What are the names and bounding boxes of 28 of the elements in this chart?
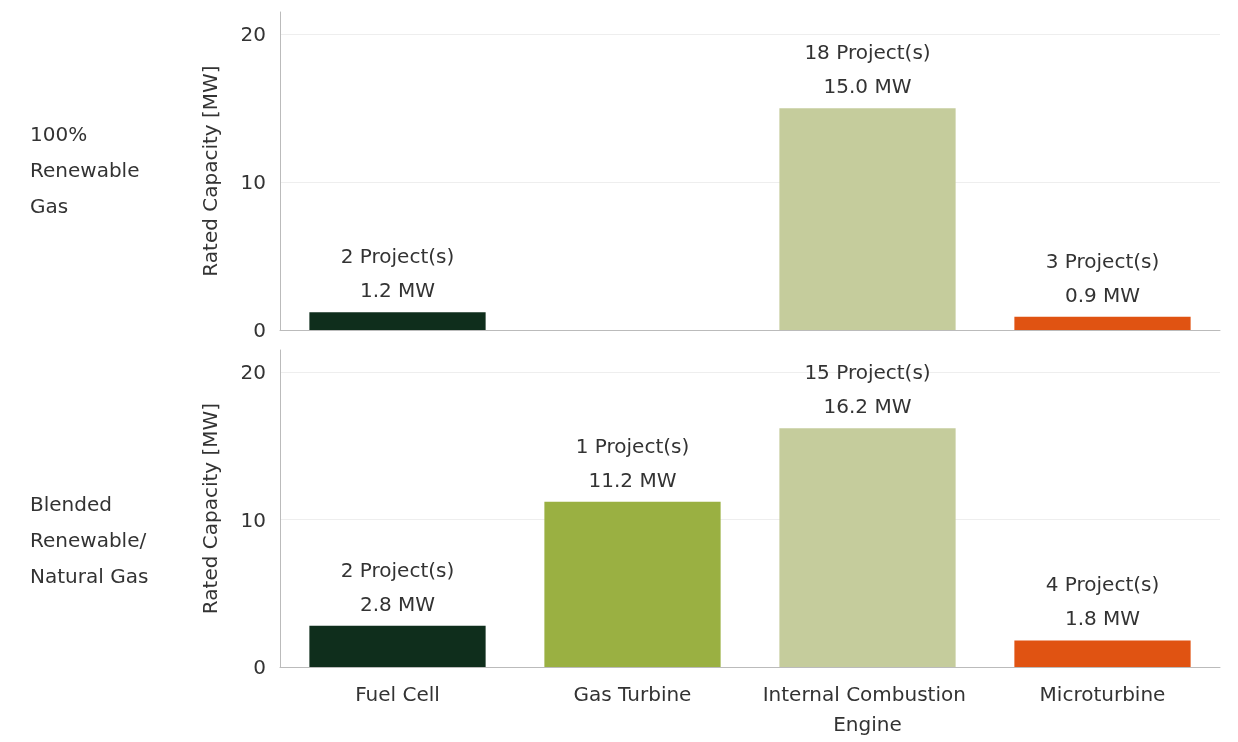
data-label: 1 Project(s) 11.2 MW <box>575 433 690 492</box>
y-tick-label: 10 <box>240 507 266 532</box>
data-label: 3 Project(s) 0.9 MW <box>1045 248 1160 307</box>
data-label: 2 Project(s) 2.8 MW <box>340 557 455 616</box>
data-label: 15 Project(s) 16.2 MW <box>804 360 931 419</box>
y-axis-title: Rated Capacity [MW] <box>198 65 222 277</box>
data-label: 18 Project(s) 15.0 MW <box>804 40 931 99</box>
bar <box>309 312 486 330</box>
text: 100% Renewable Gas <box>30 122 146 218</box>
y-tick-label: 10 <box>240 170 266 195</box>
data-label: 4 Project(s) 1.8 MW <box>1045 572 1160 631</box>
x-tick-label: Internal Combustion Engine <box>762 682 973 736</box>
text: Blended Renewable/ Natural Gas <box>30 492 153 588</box>
bar <box>1014 316 1191 330</box>
y-tick-label: 20 <box>240 360 266 385</box>
y-axis-title: Rated Capacity [MW] <box>198 402 222 615</box>
y-tick-label: 0 <box>253 655 266 679</box>
data-label: 2 Project(s) 1.2 MW <box>340 244 455 303</box>
x-tick-label: Microturbine <box>1039 682 1166 706</box>
y-tick-label: 0 <box>253 318 266 342</box>
bar <box>779 108 956 330</box>
y-tick-label: 20 <box>240 22 266 47</box>
x-tick-label: Fuel Cell <box>355 682 440 706</box>
bar <box>1014 640 1191 667</box>
bar <box>544 501 721 667</box>
x-tick-label: Gas Turbine <box>573 682 692 706</box>
bar <box>779 428 956 667</box>
bar <box>309 625 486 667</box>
